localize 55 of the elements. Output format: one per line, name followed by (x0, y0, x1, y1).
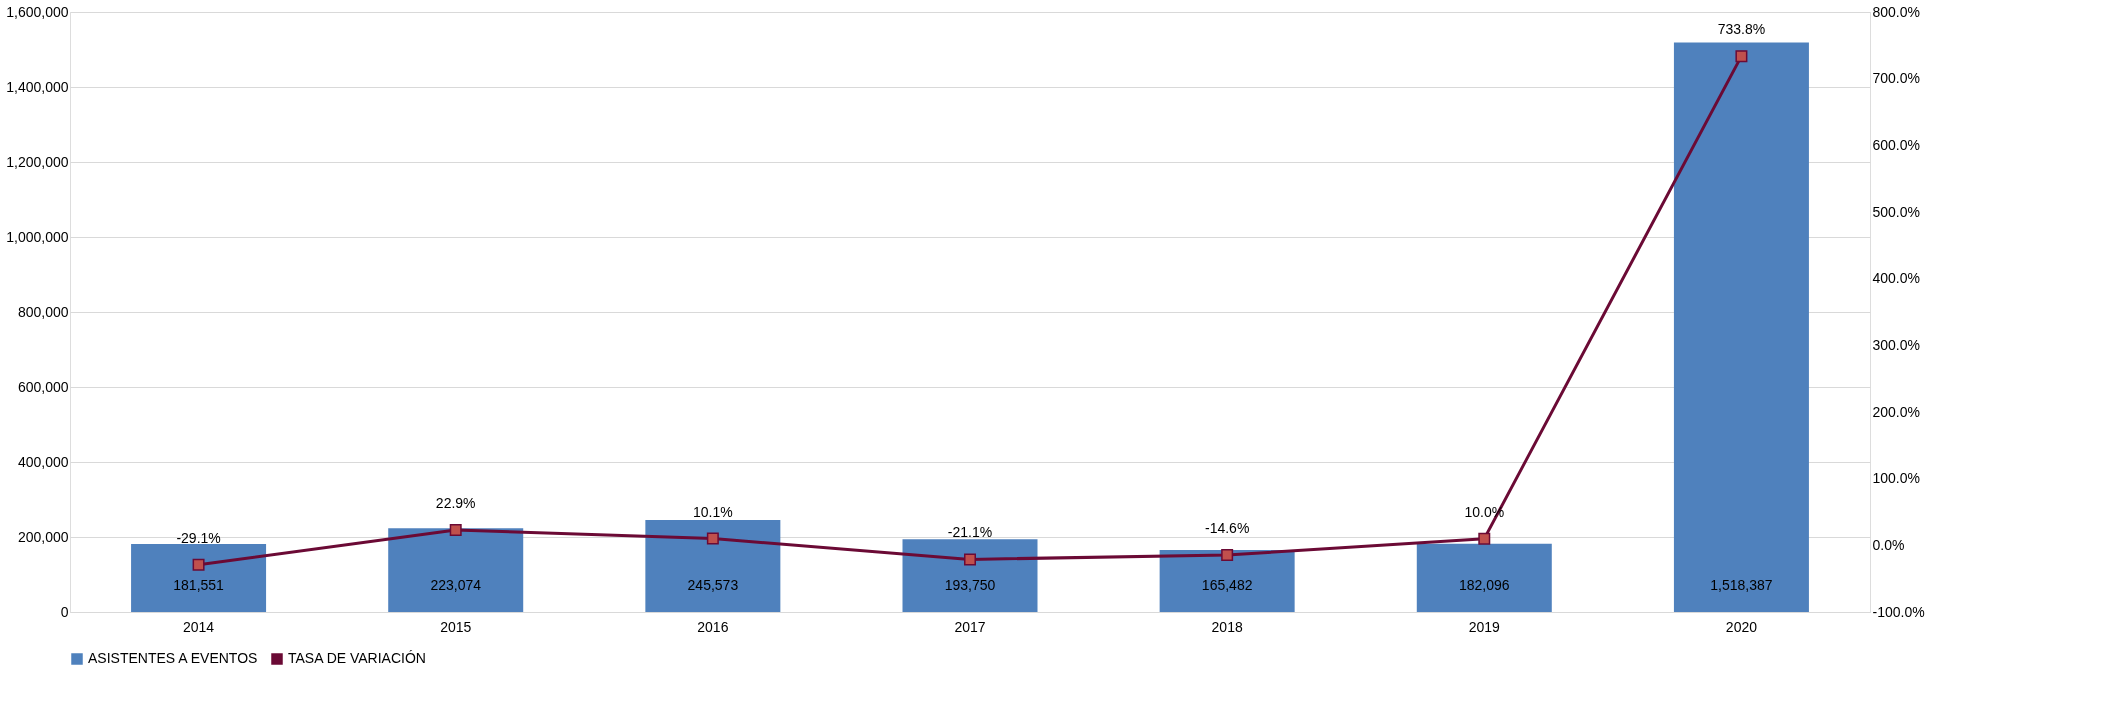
y-tick-label: 1,200,000 (6, 153, 69, 170)
data-label: 1,518,387 (1710, 577, 1773, 593)
y-tick-label: 400,000 (17, 453, 69, 470)
data-label: 182,096 (1458, 577, 1510, 593)
y-tick-label: 600,000 (17, 378, 69, 395)
data-label: 22.9% (435, 495, 476, 512)
point (964, 553, 976, 566)
x-tick-label: 2017 (954, 618, 986, 635)
y-tick-label: 1,000,000 (6, 228, 69, 245)
x-tick-label: 2020 (1725, 618, 1758, 635)
y2-tick-label: 500.0% (1872, 203, 1920, 220)
point (192, 558, 205, 571)
data-label: -21.1% (947, 524, 993, 541)
bar (1416, 543, 1552, 612)
bar (1159, 549, 1295, 612)
bar (388, 528, 524, 612)
y-tick-label: 1,600,000 (6, 3, 69, 20)
data-label: 165,482 (1201, 577, 1253, 593)
data-label: 245,573 (687, 577, 739, 593)
legend-label: ASISTENTES A EVENTOS (88, 650, 258, 666)
y2-tick-label: 400.0% (1872, 270, 1920, 287)
x-tick-label: 2019 (1468, 618, 1501, 635)
y2-tick-label: 800.0% (1872, 3, 1920, 20)
data-label: 193,750 (944, 577, 996, 593)
y-tick-label: 200,000 (17, 528, 69, 545)
y2-tick-label: 600.0% (1872, 136, 1920, 153)
point (1221, 549, 1234, 562)
x-tick-label: 2016 (697, 618, 729, 635)
y-tick-label: 1,400,000 (6, 78, 69, 95)
y2-tick-label: 700.0% (1872, 70, 1920, 87)
data-label: 223,074 (430, 577, 482, 593)
bar (131, 543, 267, 612)
bar (902, 539, 1038, 612)
data-label: 733.8% (1717, 21, 1766, 38)
y2-tick-label: 300.0% (1872, 336, 1920, 353)
point (1735, 50, 1748, 63)
y-tick-label: 800,000 (17, 303, 69, 320)
y2-tick-label: 100.0% (1872, 470, 1920, 487)
data-label: -29.1% (176, 529, 221, 546)
data-label: -14.6% (1204, 520, 1250, 537)
x-tick-label: 2014 (182, 618, 215, 635)
point (449, 524, 462, 537)
x-tick-label: 2018 (1211, 618, 1243, 635)
x-tick-label: 2015 (440, 618, 472, 635)
y2-tick-label: -100.0% (1872, 603, 1925, 620)
bar (645, 519, 781, 612)
point (706, 532, 719, 545)
point (1478, 532, 1491, 545)
data-label: 10.1% (693, 503, 733, 520)
y-tick-label: 0 (60, 603, 69, 620)
y2-tick-label: 200.0% (1872, 403, 1920, 420)
bar (1673, 42, 1809, 612)
data-label: 181,551 (173, 577, 225, 593)
y2-tick-label: 0.0% (1872, 536, 1905, 553)
legend-label: TASA DE VARIACIÓN (288, 650, 426, 666)
